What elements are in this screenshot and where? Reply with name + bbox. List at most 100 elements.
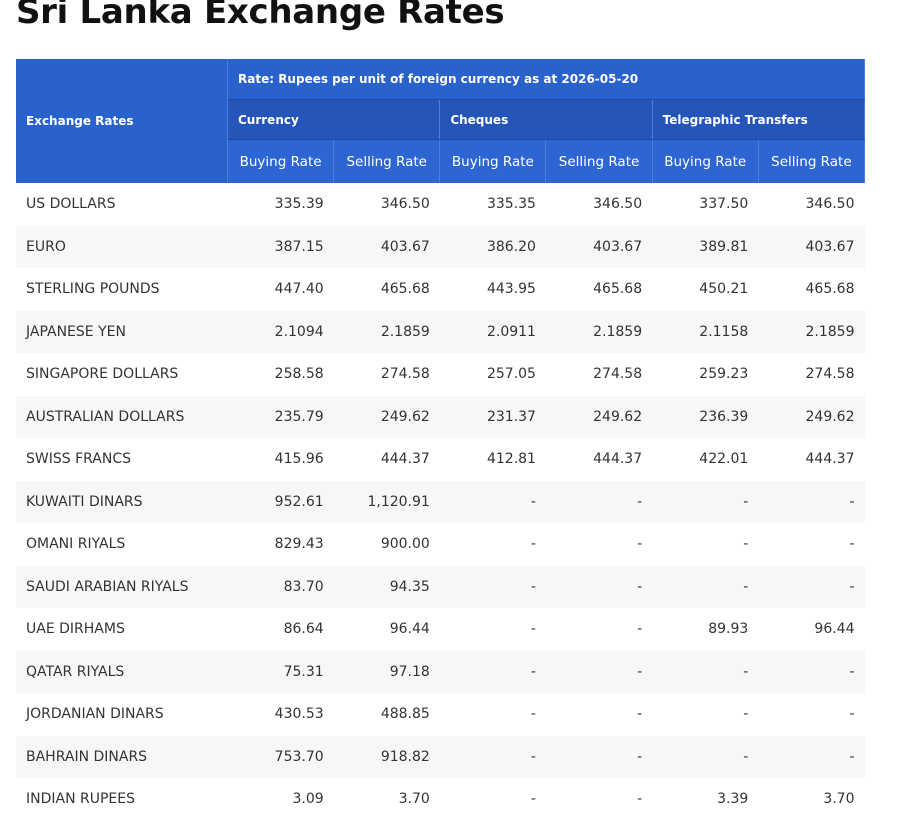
sub-header: Buying Rate bbox=[652, 139, 759, 183]
rate-cell: - bbox=[530, 791, 536, 808]
rate-cell: 444.37 bbox=[380, 451, 430, 468]
rate-cell: 2.1158 bbox=[652, 310, 759, 353]
currency-name: STERLING POUNDS bbox=[26, 281, 160, 298]
rate-cell: 444.37 bbox=[593, 451, 643, 468]
rate-cell: 86.64 bbox=[283, 621, 324, 638]
rate-cell: 2.1859 bbox=[758, 310, 865, 353]
rate-cell: 2.1859 bbox=[333, 310, 440, 353]
table-row: OMANI RIYALS 829.43 900.00 - - - - bbox=[16, 523, 865, 566]
table-row: BAHRAIN DINARS 753.70 918.82- - - - bbox=[16, 735, 865, 778]
currency-name: JORDANIAN DINARS bbox=[26, 706, 164, 723]
rate-cell: - bbox=[652, 735, 759, 778]
rate-cell: 430.53 bbox=[274, 706, 324, 723]
currency-name: SAUDI ARABIAN RIYALS bbox=[16, 565, 228, 608]
sub-header: Buying Rate bbox=[227, 139, 335, 183]
rate-cell: 403.67 bbox=[333, 225, 440, 268]
rate-cell: - bbox=[439, 735, 546, 778]
rate-cell: - bbox=[849, 706, 855, 723]
currency-name: SWISS FRANCS bbox=[26, 451, 132, 468]
currency-name: BAHRAIN DINARS bbox=[16, 735, 228, 778]
rate-cell: - bbox=[545, 735, 653, 778]
table-row: UAE DIRHAMS 86.64 96.44 - - 89.93 96.44 bbox=[16, 608, 865, 651]
rate-cell: 389.81 bbox=[652, 225, 759, 268]
table-row: SWISS FRANCS 415.96 444.37 412.81 444.37 422.… bbox=[16, 438, 865, 481]
rate-cell: - bbox=[637, 706, 643, 723]
rate-cell: - bbox=[758, 480, 865, 523]
rate-cell: - bbox=[849, 536, 855, 553]
rate-cell: 249.62 bbox=[333, 395, 440, 438]
rate-cell: - bbox=[652, 650, 759, 693]
rate-cell: 89.93 bbox=[708, 621, 749, 638]
rate-cell: 83.70 bbox=[227, 565, 334, 608]
currency-name: US DOLLARS bbox=[26, 196, 116, 213]
rate-cell: 274.58 bbox=[805, 366, 855, 383]
rate-cell: - bbox=[743, 536, 749, 553]
rate-cell: - bbox=[545, 650, 653, 693]
rate-cell: 231.37 bbox=[439, 395, 546, 438]
rate-cell: 96.44 bbox=[389, 621, 430, 638]
currency-name: UAE DIRHAMS bbox=[26, 621, 125, 638]
currency-name: AUSTRALIAN DOLLARS bbox=[16, 395, 228, 438]
currency-name: INDIAN RUPEES bbox=[26, 791, 136, 808]
rate-cell: 386.20 bbox=[439, 225, 546, 268]
rate-cell: 447.40 bbox=[274, 281, 324, 298]
group-header: Currency bbox=[227, 99, 441, 140]
rate-cell: 274.58 bbox=[380, 366, 430, 383]
rate-cell: 415.96 bbox=[274, 451, 324, 468]
rate-cell: - bbox=[637, 791, 643, 808]
rate-cell: 96.44 bbox=[814, 621, 855, 638]
rate-cell: 257.05 bbox=[486, 366, 536, 383]
rate-cell: 335.35 bbox=[486, 196, 536, 213]
table-row: US DOLLARS 335.39 346.50 335.35 346.50 337.50… bbox=[16, 183, 865, 226]
rate-cell: 3.70 bbox=[823, 791, 855, 808]
currency-name: JAPANESE YEN bbox=[16, 310, 228, 353]
rate-cell: - bbox=[758, 565, 865, 608]
sub-header: Buying Rate bbox=[439, 139, 547, 183]
sub-header: Selling Rate bbox=[545, 139, 653, 183]
corner-header: Exchange Rates bbox=[16, 59, 228, 183]
currency-name: SINGAPORE DOLLARS bbox=[26, 366, 179, 383]
currency-name: OMANI RIYALS bbox=[26, 536, 126, 553]
rate-cell: - bbox=[652, 480, 759, 523]
rate-cell: - bbox=[439, 650, 546, 693]
rate-cell: - bbox=[637, 621, 643, 638]
rate-cell: - bbox=[743, 706, 749, 723]
rate-cell: - bbox=[545, 480, 653, 523]
rates-table: Exchange Rates Rate: Rupees per unit of … bbox=[16, 59, 866, 821]
rate-cell: 346.50 bbox=[805, 196, 855, 213]
rate-cell: - bbox=[652, 565, 759, 608]
rate-cell: 337.50 bbox=[699, 196, 749, 213]
rate-cell: 259.23 bbox=[699, 366, 749, 383]
rate-cell: - bbox=[530, 536, 536, 553]
table-row: INDIAN RUPEES 3.09 3.70 - - 3.39 3.70 bbox=[16, 778, 865, 821]
rate-cell: 412.81 bbox=[486, 451, 536, 468]
sub-header: Selling Rate bbox=[333, 139, 441, 183]
rate-cell: 236.39 bbox=[652, 395, 759, 438]
rate-cell: 2.0911 bbox=[439, 310, 546, 353]
table-row: SAUDI ARABIAN RIYALS 83.70 94.35- - - - bbox=[16, 565, 865, 608]
currency-name: KUWAITI DINARS bbox=[16, 480, 228, 523]
rate-cell: 387.15 bbox=[227, 225, 334, 268]
currency-name: EURO bbox=[16, 225, 228, 268]
rate-cell: 3.09 bbox=[292, 791, 324, 808]
rate-cell: 918.82 bbox=[333, 735, 440, 778]
rate-cell: 97.18 bbox=[333, 650, 440, 693]
rate-cell: 1,120.91 bbox=[333, 480, 440, 523]
page-title: Sri Lanka Exchange Rates bbox=[16, 0, 505, 32]
rate-cell: - bbox=[439, 565, 546, 608]
page: Sri Lanka Exchange Rates Exchange Rates … bbox=[16, 0, 866, 808]
rate-cell: 753.70 bbox=[227, 735, 334, 778]
rate-cell: - bbox=[439, 480, 546, 523]
table-row: QATAR RIYALS 75.31 97.18- - - - bbox=[16, 650, 865, 693]
rate-cell: 900.00 bbox=[380, 536, 430, 553]
rate-cell: 403.67 bbox=[758, 225, 865, 268]
rate-cell: - bbox=[530, 706, 536, 723]
table-row: EURO 387.15 403.67 386.20 403.67 389.81 403.67 bbox=[16, 225, 865, 268]
rate-cell: 488.85 bbox=[380, 706, 430, 723]
rate-cell: 3.39 bbox=[717, 791, 749, 808]
rate-cell: 450.21 bbox=[699, 281, 749, 298]
rate-cell: - bbox=[758, 735, 865, 778]
rate-cell: - bbox=[530, 621, 536, 638]
rate-cell: 465.68 bbox=[805, 281, 855, 298]
rate-cell: 249.62 bbox=[545, 395, 653, 438]
